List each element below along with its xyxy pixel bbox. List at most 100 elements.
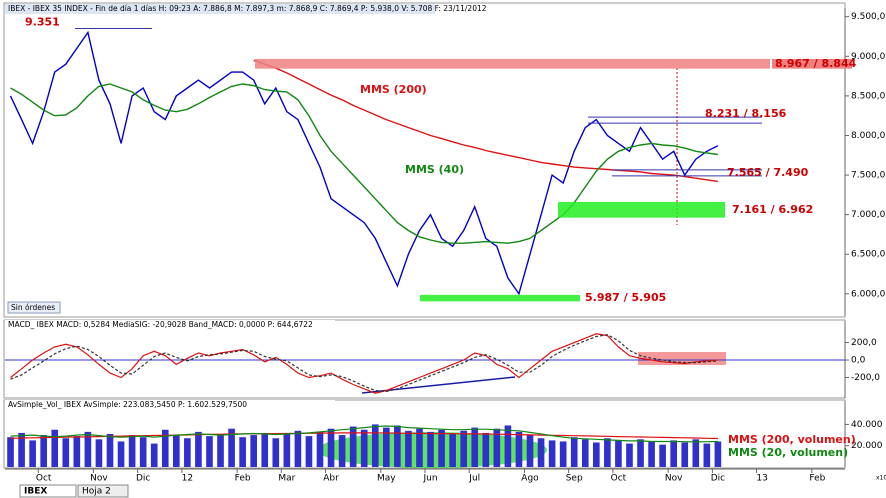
series-line [10, 432, 718, 440]
volume-bar [84, 431, 92, 467]
x-tick-label: Sep [566, 474, 583, 484]
volume-bar [173, 435, 180, 467]
volume-bar [692, 439, 700, 467]
y-tick-label: 7.000,0 [851, 210, 886, 220]
volume-bar [272, 438, 280, 467]
series-line [9, 30, 719, 296]
x-tick-label: 13 [756, 474, 767, 484]
volume-bar [471, 427, 479, 467]
zone [255, 58, 770, 69]
volume-bar [18, 432, 25, 467]
header-bar [5, 320, 335, 330]
volume-bar [29, 440, 36, 467]
volume-bar [217, 434, 224, 467]
volume-bar [316, 431, 324, 467]
x-tick-label: Feb [235, 474, 251, 484]
volume-bar [659, 444, 666, 467]
volume-bar [349, 426, 357, 467]
volume-bar [371, 424, 379, 467]
volume-bar [128, 435, 136, 467]
volume-bar [338, 435, 346, 467]
series-line [10, 333, 718, 394]
volume-bar [515, 431, 523, 467]
x-tick-label: May [377, 474, 396, 484]
series-line [10, 425, 718, 443]
series-label: MMS (200) [360, 83, 427, 96]
y-tick-label: 6.000,0 [851, 289, 886, 299]
tab[interactable] [19, 484, 77, 498]
x-tick-label: Mar [278, 474, 295, 484]
volume-bar [648, 441, 655, 467]
volume-bar [559, 441, 567, 467]
panel-title: AvSimple_Vol_ IBEX AvSimple: 223.083,545… [8, 400, 247, 409]
x-tick-label: Nov [90, 474, 108, 484]
header-bar [5, 4, 435, 14]
volume-bar [139, 437, 147, 467]
volume-bar [383, 427, 390, 467]
volume-bar [427, 431, 434, 467]
y-tick-label: -200,0 [851, 373, 880, 383]
series-line [10, 334, 718, 393]
volume-bar [637, 439, 644, 467]
volume-bar [581, 439, 589, 467]
x-tick-label: Jul [468, 474, 480, 484]
volume-bar [106, 434, 114, 467]
volume-bar [184, 438, 191, 467]
volume-bar [493, 428, 501, 467]
y-tick-label: 40.000 [851, 420, 883, 430]
volume-bar [250, 435, 257, 467]
x-tick-label: Feb [809, 474, 825, 484]
volume-bar [537, 438, 545, 467]
series-line [10, 83, 718, 244]
volume-bar [504, 425, 512, 467]
volume-bar [327, 428, 335, 467]
panel-title: MACD_ IBEX MACD: 0,5284 MediaSIG: -20,90… [8, 320, 313, 329]
y-tick-label: 0,0 [851, 356, 866, 366]
header-bar [5, 400, 335, 410]
volume-bar [394, 425, 401, 467]
volume-bar [7, 437, 14, 467]
x-tick-label: Nov [665, 474, 683, 484]
y-tick-label: 9.500,0 [851, 12, 886, 22]
panel-title: IBEX - IBEX 35 INDEX - Fin de día 1 días… [8, 4, 487, 13]
x-tick-label: Oct [36, 474, 52, 484]
y-tick-label: 8.000,0 [851, 131, 886, 141]
volume-bar [449, 434, 456, 467]
volume-bar [228, 428, 235, 467]
volume-bar [360, 429, 368, 467]
volume-bar [51, 429, 59, 467]
volume-bar [150, 443, 158, 467]
zone [420, 294, 580, 302]
tab-label[interactable]: Hoja 2 [82, 487, 111, 497]
volume-bar [604, 438, 611, 467]
x-tick-label: Oct [611, 474, 627, 484]
x-tick-label: 12 [182, 474, 193, 484]
x-tick-label: Abr [323, 474, 339, 484]
tab[interactable] [77, 484, 129, 498]
volume-bar [73, 436, 81, 467]
zone-label: 7.161 / 6.962 [732, 203, 813, 216]
volume-bar [161, 429, 169, 467]
volume-bar [62, 438, 70, 467]
y-tick-label: 20.000 [851, 441, 883, 451]
volume-bar [40, 435, 47, 467]
volume-bar [570, 437, 578, 467]
y-tick-label: 6.500,0 [851, 250, 886, 260]
status-text: Sin órdenes [11, 303, 55, 312]
volume-bar [206, 436, 213, 467]
volume-bar [626, 443, 633, 467]
zone [558, 201, 725, 218]
zone-label: 5.987 / 5.905 [585, 291, 666, 304]
series-line [253, 59, 718, 183]
series-label: MMS (20, volumen) [728, 446, 848, 459]
y-tick-label: 7.500,0 [851, 171, 886, 181]
level-label: 7.565 / 7.490 [727, 166, 809, 179]
scale-note: x10 [876, 475, 886, 482]
y-tick-label: 8.500,0 [851, 91, 886, 101]
volume-bar [117, 441, 125, 467]
volume-bar [482, 432, 490, 467]
tab-label[interactable]: IBEX [24, 487, 47, 497]
volume-bar [416, 428, 423, 467]
